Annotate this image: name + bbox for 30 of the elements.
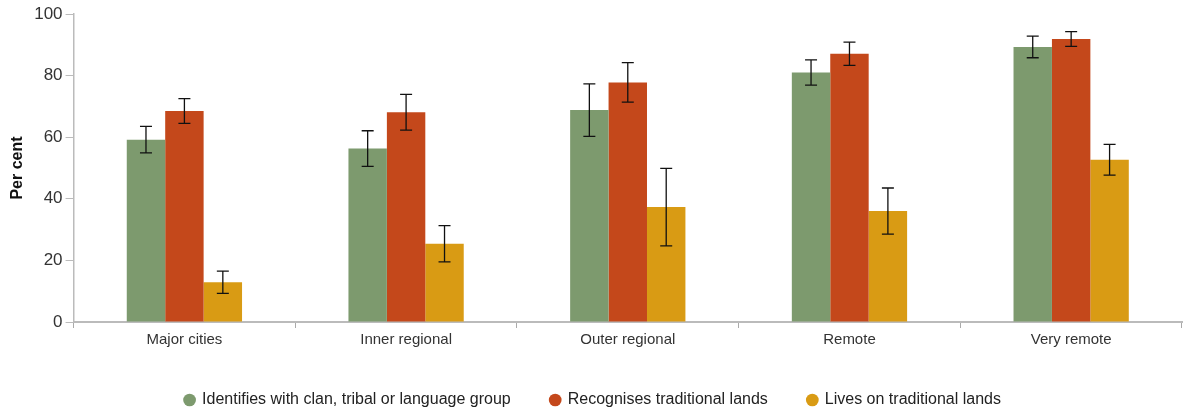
x-tick-label: Very remote [1030,330,1112,348]
bar [608,82,647,322]
legend-label: Identifies with clan, tribal or language group [202,390,511,408]
y-tick-label: 40 [43,188,63,208]
bar [126,139,166,322]
bar [165,111,204,322]
x-tick-label: Inner regional [360,330,452,348]
y-tick-label: 100 [34,3,63,23]
legend-label: Lives on traditional lands [824,390,1001,408]
x-tick-label: Outer regional [580,330,676,348]
x-tick-label: Remote [823,330,876,348]
y-tick-label: 20 [43,250,63,270]
bar [203,282,243,322]
bar [868,211,908,322]
y-axis-title: Per cent [8,135,26,200]
bar [647,207,686,322]
x-tick-label: Major cities [146,330,223,348]
y-tick-label: 0 [53,311,63,331]
bar [1051,38,1091,322]
y-tick-label: 60 [43,126,63,146]
legend-label: Recognises traditional lands [567,390,768,408]
bar [386,112,426,322]
bar [348,148,387,322]
bar [425,243,464,322]
bar [830,53,869,322]
bar [1090,159,1129,322]
y-tick-label: 80 [43,65,63,85]
bar [1013,46,1052,322]
bar [570,110,609,322]
bar [791,72,831,322]
